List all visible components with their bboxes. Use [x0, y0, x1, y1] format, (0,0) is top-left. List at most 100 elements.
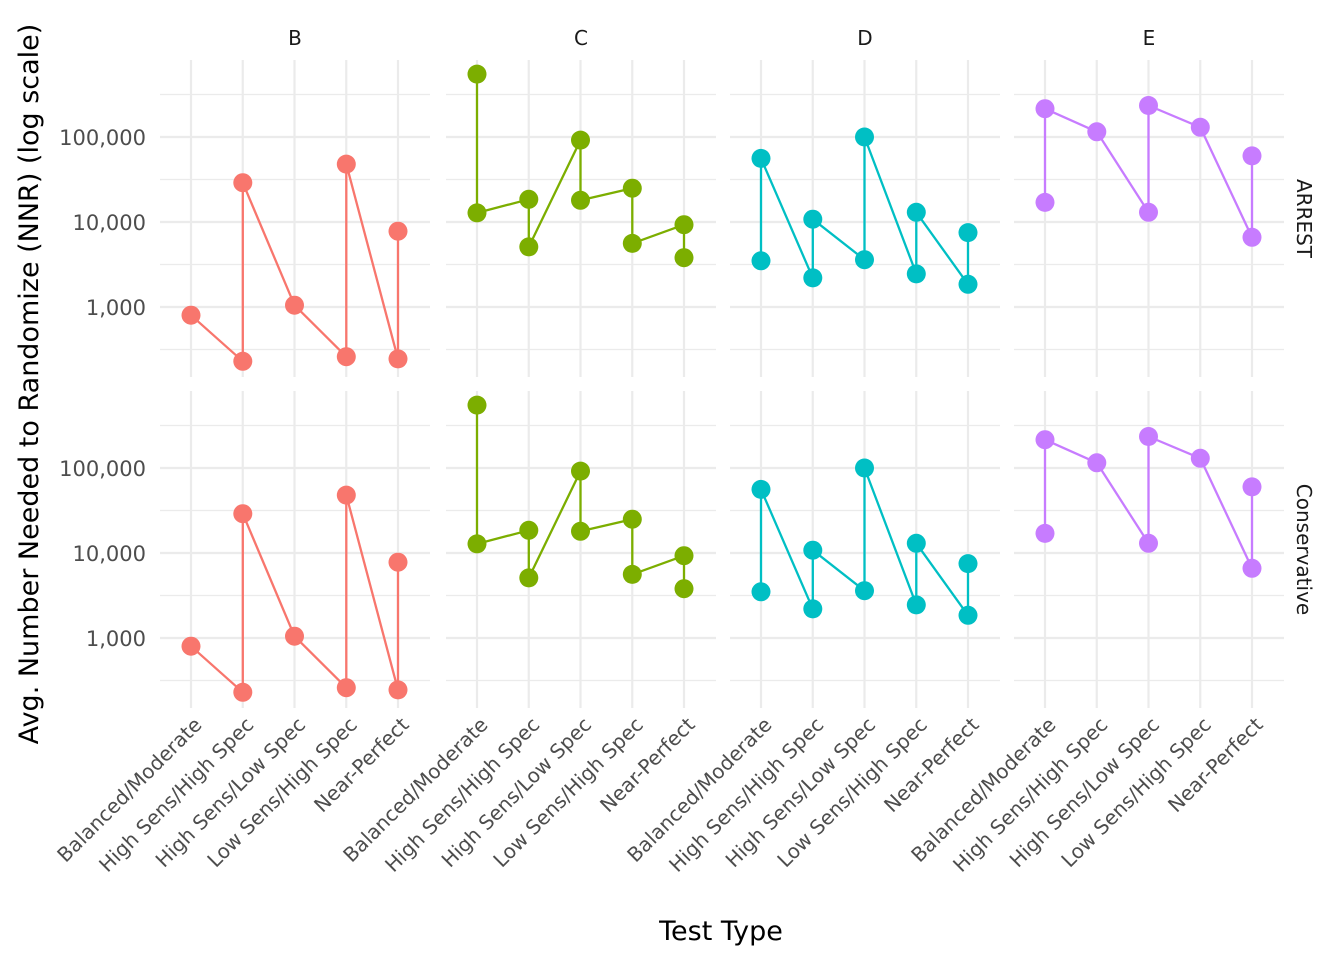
data-point-high-sens-low-spec	[855, 458, 874, 478]
data-point-near-perfect	[388, 221, 408, 241]
data-point-high-sens-high-spec	[803, 209, 823, 229]
data-point-high-sens-low-spec	[571, 521, 590, 541]
data-point-high-sens-low-spec	[1139, 427, 1158, 446]
data-point-balanced-moderate	[467, 395, 487, 415]
data-point-near-perfect	[958, 605, 978, 625]
data-point-balanced-moderate	[751, 479, 771, 499]
data-point-low-sens-high-spec	[1190, 117, 1210, 137]
series-c-conservative	[467, 395, 694, 599]
y-tick-labels: 1,000 10,000 100,000 1,000 10,000 100,000	[59, 126, 146, 651]
data-point-high-sens-high-spec	[1087, 453, 1107, 473]
data-point-low-sens-high-spec	[906, 202, 926, 222]
y-tick-label: 1,000	[86, 627, 146, 651]
data-point-near-perfect	[388, 349, 408, 369]
data-point-near-perfect	[1242, 227, 1262, 247]
data-point-low-sens-high-spec	[622, 178, 642, 198]
data-point-high-sens-high-spec	[803, 268, 823, 288]
data-point-high-sens-high-spec	[233, 504, 253, 524]
data-point-high-sens-high-spec	[519, 237, 539, 257]
data-point-high-sens-low-spec	[571, 130, 590, 150]
data-point-high-sens-high-spec	[233, 682, 253, 702]
data-point-high-sens-high-spec	[1087, 122, 1107, 142]
series-line	[759, 135, 970, 286]
series-d-arrest	[751, 127, 978, 294]
data-point-low-sens-high-spec	[906, 264, 926, 284]
series-line	[759, 466, 970, 617]
data-point-high-sens-low-spec	[285, 295, 304, 315]
y-tick-label: 10,000	[73, 542, 146, 566]
data-point-high-sens-low-spec	[571, 190, 590, 210]
data-point-balanced-moderate	[467, 203, 487, 223]
data-point-high-sens-low-spec	[855, 250, 874, 270]
data-point-balanced-moderate	[751, 251, 771, 271]
data-point-high-sens-low-spec	[1139, 96, 1158, 115]
data-point-high-sens-high-spec	[803, 599, 823, 619]
data-point-balanced-moderate	[1035, 523, 1055, 543]
series-line	[190, 162, 400, 363]
data-point-near-perfect	[958, 274, 978, 294]
facet-strip-labels: B C D E ARREST Conservative	[288, 26, 1316, 615]
data-point-near-perfect	[674, 546, 694, 566]
series-line	[475, 405, 686, 589]
data-point-low-sens-high-spec	[336, 485, 356, 505]
data-point-high-sens-low-spec	[571, 461, 590, 481]
series-c-arrest	[467, 64, 694, 268]
data-point-near-perfect	[388, 680, 408, 700]
data-point-high-sens-low-spec	[855, 127, 874, 147]
facet-column-label-e: E	[1143, 26, 1156, 50]
data-point-balanced-moderate	[181, 636, 201, 656]
facet-column-label-c: C	[574, 26, 588, 50]
data-point-near-perfect	[1242, 558, 1262, 578]
series-b-arrest	[181, 154, 408, 371]
x-axis-title: Test Type	[658, 916, 783, 947]
data-point-low-sens-high-spec	[622, 564, 642, 584]
data-point-low-sens-high-spec	[622, 233, 642, 253]
series-line	[190, 493, 400, 694]
facet-row-label-arrest: ARREST	[1292, 179, 1316, 259]
data-point-near-perfect	[1242, 477, 1262, 497]
data-point-high-sens-low-spec	[285, 626, 304, 646]
data-point-near-perfect	[388, 552, 408, 572]
data-point-near-perfect	[958, 223, 978, 243]
data-point-high-sens-high-spec	[519, 189, 539, 209]
series-e-arrest	[1035, 96, 1262, 247]
data-point-low-sens-high-spec	[906, 595, 926, 615]
y-tick-label: 100,000	[59, 126, 146, 150]
data-point-near-perfect	[958, 554, 978, 574]
data-point-low-sens-high-spec	[906, 533, 926, 553]
data-point-balanced-moderate	[181, 305, 201, 325]
data-point-balanced-moderate	[1035, 99, 1055, 119]
data-point-balanced-moderate	[1035, 430, 1055, 450]
series-line	[475, 74, 686, 258]
data-point-near-perfect	[1242, 146, 1262, 166]
data-point-high-sens-high-spec	[519, 568, 539, 588]
y-axis-title: Avg. Number Needed to Randomize (NNR) (l…	[14, 24, 45, 745]
data-point-near-perfect	[674, 579, 694, 599]
y-tick-label: 100,000	[59, 457, 146, 481]
data-point-balanced-moderate	[1035, 192, 1055, 212]
y-tick-label: 1,000	[86, 296, 146, 320]
data-point-low-sens-high-spec	[336, 347, 356, 367]
data-point-high-sens-low-spec	[1139, 533, 1158, 553]
series-e-conservative	[1035, 427, 1262, 578]
facet-column-label-d: D	[857, 26, 872, 50]
data-point-near-perfect	[674, 248, 694, 268]
y-tick-label: 10,000	[73, 211, 146, 235]
data-point-low-sens-high-spec	[1190, 448, 1210, 468]
data-point-balanced-moderate	[751, 148, 771, 168]
data-point-high-sens-low-spec	[1139, 202, 1158, 222]
facet-column-label-b: B	[288, 26, 302, 50]
data-point-balanced-moderate	[467, 64, 487, 84]
data-point-near-perfect	[674, 215, 694, 235]
data-point-high-sens-high-spec	[233, 351, 253, 371]
series-b-conservative	[181, 485, 408, 702]
data-point-low-sens-high-spec	[336, 154, 356, 174]
data-point-balanced-moderate	[751, 582, 771, 602]
data-point-balanced-moderate	[467, 534, 487, 554]
data-point-low-sens-high-spec	[336, 678, 356, 698]
facet-row-label-conservative: Conservative	[1292, 484, 1316, 615]
data-point-high-sens-high-spec	[233, 173, 253, 193]
data-point-high-sens-high-spec	[519, 520, 539, 540]
